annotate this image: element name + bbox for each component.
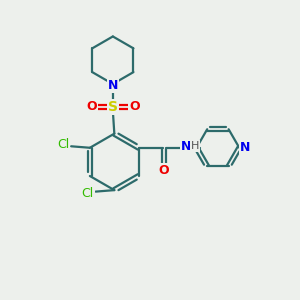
Text: O: O xyxy=(86,100,97,113)
Text: Cl: Cl xyxy=(82,187,94,200)
Text: N: N xyxy=(181,140,191,153)
Text: O: O xyxy=(129,100,140,113)
Text: Cl: Cl xyxy=(57,138,69,151)
Text: N: N xyxy=(240,141,250,154)
Text: N: N xyxy=(108,79,118,92)
Text: S: S xyxy=(108,100,118,114)
Text: O: O xyxy=(159,164,170,178)
Text: H: H xyxy=(191,141,199,151)
